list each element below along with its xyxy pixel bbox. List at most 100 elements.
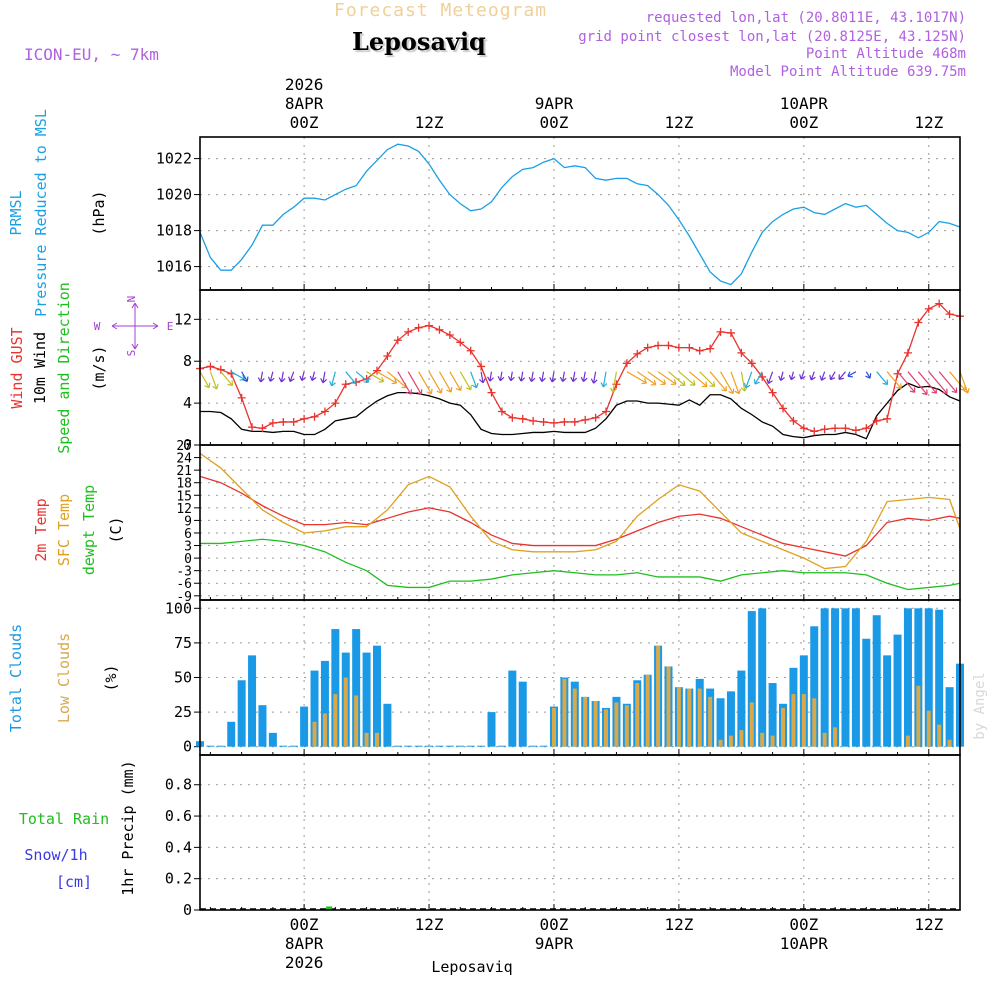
gust-marker bbox=[903, 348, 912, 357]
total-cloud-bar bbox=[414, 745, 423, 747]
wind-direction-arrow bbox=[199, 371, 211, 389]
pressure-unit: (hPa) bbox=[90, 190, 108, 235]
wind-direction-arrow bbox=[345, 371, 357, 385]
pressure-ytick-label: 1018 bbox=[156, 222, 192, 240]
precip-unit: 1hr Precip (mm) bbox=[119, 760, 137, 895]
wind-direction-arrow bbox=[657, 371, 677, 385]
gust-marker bbox=[570, 417, 579, 426]
gust-marker bbox=[737, 348, 746, 357]
gust-marker bbox=[206, 362, 215, 371]
gust-marker bbox=[716, 327, 725, 336]
wind-direction-arrow bbox=[366, 371, 385, 383]
low-cloud-bar bbox=[312, 721, 317, 747]
total-cloud-bar bbox=[883, 655, 892, 747]
low-cloud-bar bbox=[656, 645, 661, 747]
total-cloud-bar bbox=[518, 681, 527, 747]
gust-marker bbox=[404, 327, 413, 336]
gust-marker bbox=[945, 310, 954, 319]
gust-marker bbox=[664, 341, 673, 350]
temperature-ytick-label: 9 bbox=[184, 514, 192, 529]
top-time-label: 00Z bbox=[540, 113, 569, 132]
pressure-line bbox=[199, 143, 961, 286]
wind-direction-arrow bbox=[688, 371, 708, 388]
low-cloud-bar bbox=[572, 688, 577, 747]
low-cloud-bar bbox=[822, 732, 827, 747]
wind-direction-arrow bbox=[959, 371, 970, 394]
snow-label: Snow/1h bbox=[24, 846, 87, 864]
total-cloud-bar bbox=[425, 745, 434, 747]
compass-n: N bbox=[125, 296, 138, 303]
total-cloud-bar bbox=[820, 608, 829, 747]
model-label: ICON-EU, ~ 7km bbox=[24, 45, 159, 64]
gust-marker bbox=[695, 346, 704, 355]
point-altitude: Point Altitude 468m bbox=[805, 46, 966, 62]
wind-direction-arrow bbox=[699, 371, 716, 388]
gust-marker bbox=[497, 407, 506, 416]
temperature-ytick-label: 0 bbox=[184, 552, 192, 567]
wind-direction-arrow bbox=[938, 371, 958, 394]
low-cloud-bar bbox=[364, 732, 369, 747]
wind-gust-label: Wind GUST bbox=[8, 327, 26, 408]
low-cloud-bar bbox=[624, 705, 629, 747]
compass-e: E bbox=[167, 320, 174, 333]
temperature-ytick-label: -9 bbox=[176, 590, 192, 605]
low-cloud-bar bbox=[645, 674, 650, 747]
low-cloud-bar bbox=[708, 696, 713, 747]
bottom-time-label: 8APR bbox=[285, 934, 324, 953]
wind-direction-arrow bbox=[647, 371, 667, 385]
top-time-label: 12Z bbox=[415, 113, 444, 132]
total-cloud-bar bbox=[279, 745, 288, 747]
wind-direction-arrow bbox=[799, 371, 806, 380]
low-cloud-bar bbox=[926, 710, 931, 747]
gust-marker bbox=[622, 359, 631, 368]
wind-direction-arrow bbox=[730, 371, 742, 395]
wind-direction-arrow bbox=[753, 371, 763, 385]
total-cloud-bar bbox=[747, 611, 756, 747]
wind-speed-line bbox=[200, 382, 961, 440]
wind-direction-arrow bbox=[257, 371, 265, 383]
temperature-ytick-label: -6 bbox=[176, 577, 192, 592]
gust-marker bbox=[237, 393, 246, 402]
dewpoint-line bbox=[200, 538, 961, 591]
low-cloud-bar bbox=[791, 694, 796, 747]
precip-frame bbox=[199, 754, 961, 911]
pressure-ytick-label: 1022 bbox=[156, 150, 192, 168]
gust-marker bbox=[456, 338, 465, 347]
low-cloud-bar bbox=[343, 677, 348, 747]
wind-unit: (m/s) bbox=[90, 345, 108, 390]
wind-direction-arrow bbox=[329, 371, 336, 387]
gust-marker bbox=[341, 380, 350, 389]
wind-direction-arrow bbox=[487, 371, 494, 382]
wind-direction-arrow bbox=[580, 371, 588, 383]
total-cloud-bar bbox=[289, 745, 298, 747]
total-cloud-bar bbox=[487, 712, 496, 747]
low-cloud-bar bbox=[760, 732, 765, 747]
low-cloud-bar bbox=[749, 702, 754, 747]
total-cloud-bar bbox=[466, 745, 475, 747]
bottom-time-label: 00Z bbox=[789, 915, 818, 934]
clouds-ytick-label: 75 bbox=[174, 634, 192, 652]
low-cloud-bar bbox=[801, 694, 806, 747]
compass-s: S bbox=[125, 350, 138, 357]
bottom-time-label: 12Z bbox=[415, 915, 444, 934]
top-time-label: 9APR bbox=[535, 94, 574, 113]
wind-gust-markers bbox=[196, 299, 964, 436]
gust-marker bbox=[779, 404, 788, 413]
precip-ytick-label: 0.4 bbox=[165, 838, 192, 856]
wind-direction-arrow bbox=[320, 371, 328, 384]
temperature-ytick-label: 15 bbox=[176, 489, 192, 504]
gust-marker bbox=[768, 388, 777, 397]
compass-rose bbox=[111, 302, 159, 350]
wind-ytick-label: 12 bbox=[174, 310, 192, 328]
total-cloud-bar bbox=[393, 745, 402, 747]
footer-location: Leposaviq bbox=[431, 958, 512, 976]
temperature-ytick-label: 21 bbox=[176, 464, 192, 479]
wind-direction-arrow bbox=[241, 371, 249, 383]
top-time-label: 12Z bbox=[914, 113, 943, 132]
low-cloud-bar bbox=[551, 707, 556, 747]
clouds-ytick-label: 100 bbox=[165, 599, 192, 617]
total-cloud-bar bbox=[445, 745, 454, 747]
wind-direction-arrow bbox=[928, 371, 948, 395]
wind-direction-arrow bbox=[355, 371, 370, 383]
